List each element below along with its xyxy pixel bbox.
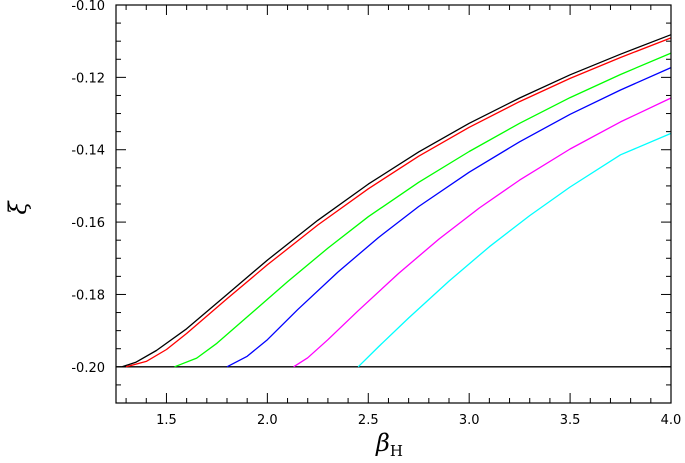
y-tick-label: -0.20: [71, 361, 105, 376]
x-tick-label: 1.5: [156, 413, 177, 428]
x-tick-label: 4.0: [661, 413, 682, 428]
plot-frame: [115, 4, 672, 404]
y-tick-label: -0.18: [71, 288, 105, 303]
y-axis-label: ξ: [4, 200, 32, 215]
y-tick-label: -0.16: [71, 216, 105, 231]
x-axis-label: βH: [375, 429, 403, 460]
x-axis-label-main: β: [375, 429, 390, 457]
x-tick-labels: 1.5 2.0 2.5 3.0 3.5 4.0: [156, 413, 681, 428]
x-axis-label-sub: H: [390, 442, 403, 460]
y-tick-label: -0.10: [71, 0, 105, 14]
series-line-2: [125, 37, 672, 368]
y-tick-labels: -0.20 -0.18 -0.16 -0.14 -0.12 -0.10: [71, 0, 105, 376]
series-line-3: [174, 52, 672, 368]
x-tick-label: 2.5: [358, 413, 379, 428]
x-tick-label: 3.0: [459, 413, 480, 428]
series-line-4: [226, 67, 672, 368]
series-layer: [121, 34, 672, 368]
ticks-layer: [116, 4, 672, 404]
series-line-1: [121, 34, 672, 368]
series-line-6: [357, 132, 672, 368]
y-tick-label: -0.14: [71, 144, 105, 159]
x-tick-label: 2.0: [257, 413, 278, 428]
series-line-5: [293, 97, 672, 368]
x-tick-label: 3.5: [560, 413, 581, 428]
y-tick-label: -0.12: [71, 71, 105, 86]
